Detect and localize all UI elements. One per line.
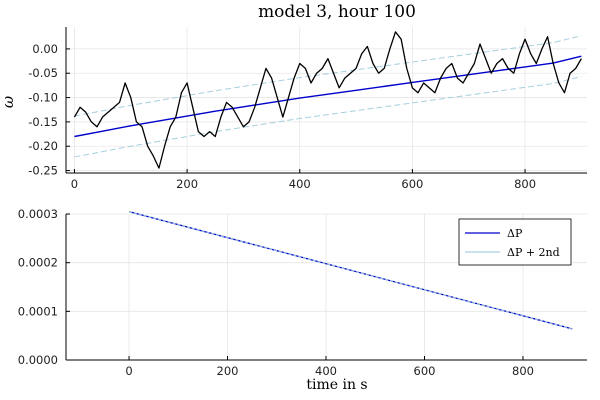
legend-label-0: ΔP: [507, 227, 523, 240]
top-ytick-label-0: -0.25: [28, 164, 58, 178]
bottom-ytick-label-2: 0.0002: [18, 256, 58, 270]
bottom-ticks: 0 200 400 600 800 0.0000 0.0001 0.0002 0.0003: [18, 207, 534, 378]
legend: ΔP ΔP + 2nd: [458, 218, 572, 266]
legend-label-1: ΔP + 2nd: [507, 246, 560, 259]
top-chart-title: model 3, hour 100: [258, 2, 416, 22]
top-grid: [66, 27, 587, 173]
legend-box: [458, 218, 572, 266]
top-ytick-label-2: -0.15: [28, 115, 58, 129]
top-series-lower-band: [74, 76, 582, 158]
top-series-fit: [74, 55, 582, 138]
top-series: [73, 31, 582, 169]
top-ytick-label-4: -0.05: [28, 66, 58, 80]
top-xtick-label-3: 600: [401, 177, 423, 191]
top-ytick-label-3: -0.10: [28, 91, 58, 105]
bottom-xtick-label-2: 400: [315, 364, 337, 378]
top-xtick-label-0: 0: [71, 177, 78, 191]
top-ticks: 0 200 400 600 800 -0.25 -0.20 -0.15 -0.10 -0.05 0.…: [28, 42, 536, 191]
top-xtick-label-2: 400: [289, 177, 311, 191]
bottom-xtick-label-3: 600: [414, 364, 436, 378]
top-xtick-label-1: 200: [176, 177, 198, 191]
bottom-xtick-label-1: 200: [217, 364, 239, 378]
top-series-upper-band: [74, 35, 582, 117]
top-chart: model 3, hour 100 ω 0 200 400 600 800 -0.25 -0…: [0, 2, 587, 191]
top-series-observed: [73, 31, 582, 169]
bottom-chart-xlabel: time in s: [306, 377, 367, 393]
bottom-xtick-label-4: 800: [512, 364, 534, 378]
bottom-ytick-label-1: 0.0001: [18, 304, 58, 318]
top-ytick-label-5: 0.00: [32, 42, 58, 56]
bottom-ytick-label-0: 0.0000: [18, 353, 58, 367]
bottom-series: [128, 210, 573, 330]
bottom-xtick-label-0: 0: [125, 364, 132, 378]
bottom-ytick-label-3: 0.0003: [18, 207, 58, 221]
top-axes: [65, 27, 587, 174]
top-ytick-label-1: -0.20: [28, 139, 58, 153]
top-chart-ylabel: ω: [0, 96, 17, 108]
bottom-series-1: [128, 210, 573, 330]
bottom-chart: 0 200 400 600 800 0.0000 0.0001 0.0002 0.0003 ti…: [18, 207, 587, 393]
top-xtick-label-4: 800: [514, 177, 536, 191]
